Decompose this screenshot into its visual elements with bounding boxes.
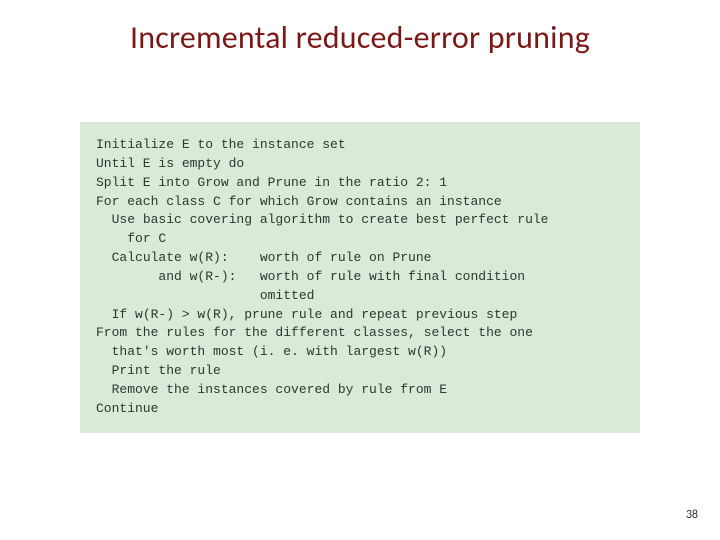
slide-title: Incremental reduced-error pruning <box>0 18 720 57</box>
algorithm-pseudocode: Initialize E to the instance set Until E… <box>96 136 624 419</box>
algorithm-box: Initialize E to the instance set Until E… <box>80 122 640 433</box>
page-number: 38 <box>686 508 698 522</box>
